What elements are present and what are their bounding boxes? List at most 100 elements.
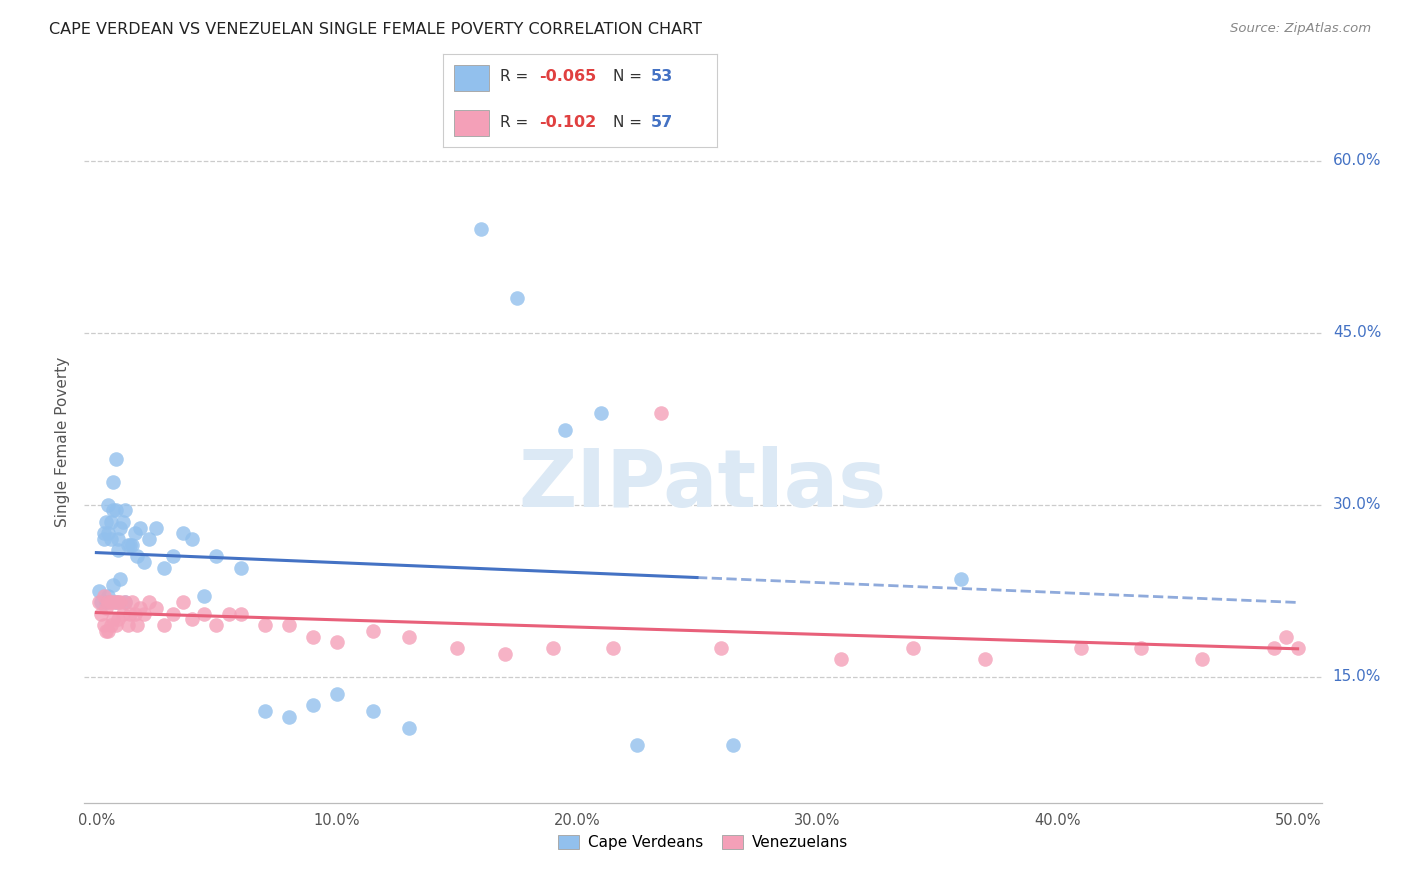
Point [103,578,125,592]
Point [93,526,115,541]
Text: 57: 57 [651,115,673,130]
Point [229,560,252,574]
Point [97,526,120,541]
Point [104,595,127,609]
Text: -0.065: -0.065 [538,69,596,84]
Point [398,630,420,644]
Point [100,595,122,609]
Point [181,532,204,546]
Point [1274,630,1296,644]
Point [205,618,228,632]
Point [470,222,492,236]
Point [446,640,468,655]
Point [128,600,150,615]
Point [104,618,127,632]
Point [111,607,134,621]
Point [121,595,143,609]
Point [117,538,139,552]
Point [121,538,143,552]
Point [1263,640,1285,655]
FancyBboxPatch shape [454,110,489,136]
Point [94,600,117,615]
Point [152,618,174,632]
Point [361,624,384,638]
Point [277,710,299,724]
Point [103,503,125,517]
Point [124,607,146,621]
Point [97,595,120,609]
Point [117,618,139,632]
Point [100,618,122,632]
Text: 30.0%: 30.0% [1333,497,1381,512]
Point [172,595,194,609]
Point [107,612,129,626]
Point [90,607,112,621]
FancyBboxPatch shape [454,65,489,91]
Point [114,503,136,517]
Point [325,687,347,701]
Point [118,607,141,621]
Point [950,572,973,586]
Point [93,618,115,632]
Point [710,640,733,655]
Point [107,532,129,546]
Point [830,652,852,666]
Point [128,520,150,534]
Point [100,515,122,529]
Point [152,560,174,574]
Point [721,739,744,753]
Point [97,498,120,512]
Y-axis label: Single Female Poverty: Single Female Poverty [55,357,70,526]
Text: 15.0%: 15.0% [1333,669,1381,684]
Point [87,595,110,609]
Point [1070,640,1092,655]
Point [193,590,215,604]
Point [301,698,323,713]
Point [229,607,252,621]
Point [650,406,672,420]
Point [97,590,120,604]
Point [90,595,112,609]
Text: R =: R = [501,115,534,130]
Text: CAPE VERDEAN VS VENEZUELAN SINGLE FEMALE POVERTY CORRELATION CHART: CAPE VERDEAN VS VENEZUELAN SINGLE FEMALE… [49,22,702,37]
Point [94,595,117,609]
Point [104,503,127,517]
Point [162,549,184,564]
Point [118,538,141,552]
Point [103,475,125,489]
Point [103,612,125,626]
Point [589,406,612,420]
Text: R =: R = [501,69,534,84]
Point [145,600,167,615]
Text: -0.102: -0.102 [538,115,596,130]
Point [93,590,115,604]
Point [134,555,156,569]
Point [110,595,132,609]
Point [193,607,215,621]
Text: 60.0%: 60.0% [1333,153,1381,168]
Point [181,612,204,626]
Point [107,595,129,609]
Point [87,583,110,598]
Point [301,630,323,644]
Point [494,647,516,661]
Point [1130,640,1153,655]
Point [1286,640,1309,655]
Point [554,423,576,437]
Point [97,624,120,638]
Point [114,595,136,609]
Point [134,607,156,621]
Point [253,704,276,718]
Point [1191,652,1213,666]
Point [253,618,276,632]
Point [124,526,146,541]
Point [110,572,132,586]
Text: 45.0%: 45.0% [1333,325,1381,340]
Point [541,640,564,655]
Text: 53: 53 [651,69,673,84]
Point [398,721,420,735]
Point [626,739,648,753]
Point [107,543,129,558]
Text: Source: ZipAtlas.com: Source: ZipAtlas.com [1230,22,1371,36]
Point [277,618,299,632]
